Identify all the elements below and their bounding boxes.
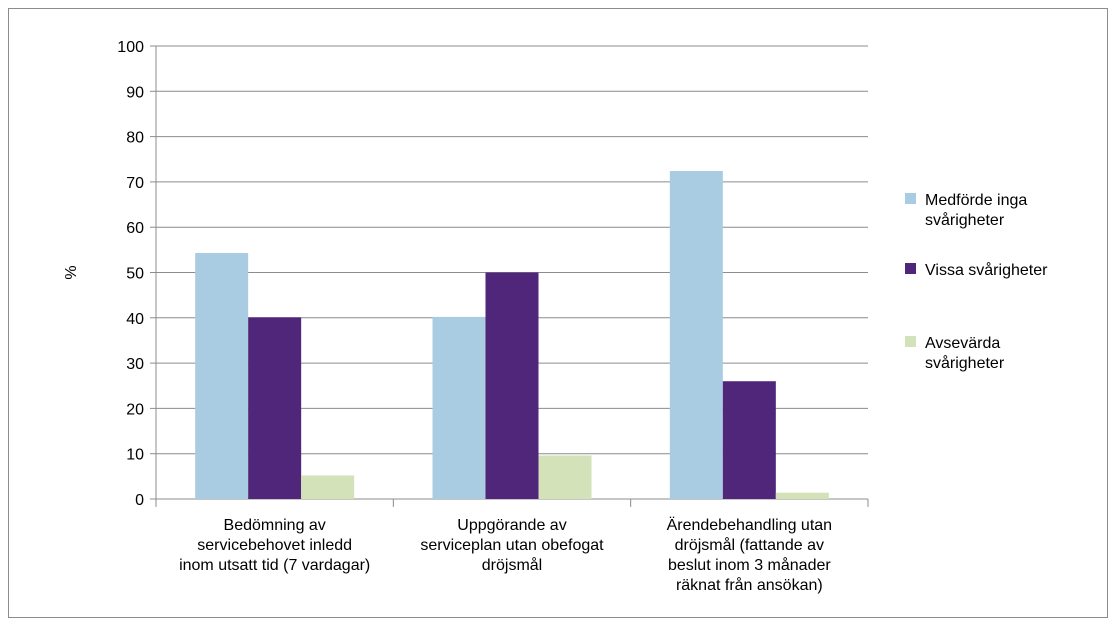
bar — [432, 316, 486, 499]
bar — [538, 455, 592, 499]
x-category-label-line: beslut inom 3 månader — [668, 556, 831, 574]
x-category-label-line: serviceplan utan obefogat — [420, 537, 604, 554]
legend-swatch — [905, 336, 916, 347]
x-category-label-line: dröjsmål (fattande av — [675, 536, 824, 554]
x-category-label-line: Ärendebehandling utan — [667, 516, 832, 534]
x-category-label: Ärendebehandling utan dröjsmål (fattande … — [667, 516, 832, 594]
y-tick-label: 60 — [126, 220, 144, 237]
bar — [195, 253, 249, 499]
chart-frame — [8, 8, 1108, 618]
y-tick-label: 50 — [126, 266, 144, 283]
x-category-label-line: inom utsatt tid (7 vardagar) — [179, 557, 370, 574]
legend-label-line: Vissa svårigheter — [925, 261, 1048, 279]
legend-label-line: Medförde inga — [925, 192, 1027, 209]
bar — [775, 492, 829, 499]
legend-label: Medförde inga svårigheter — [925, 192, 1027, 229]
y-tick-label: 10 — [126, 447, 144, 464]
y-tick-label: 90 — [126, 84, 144, 101]
x-category-label-line: räknat från ansökan) — [676, 576, 823, 594]
x-category-label-line: Bedömning av — [224, 517, 326, 534]
x-category-label: Bedömning av servicebehovet inledd inom ut… — [179, 517, 370, 574]
legend-swatch — [905, 263, 916, 274]
y-tick-label: 70 — [126, 175, 144, 192]
legend-label-line: svårigheter — [925, 211, 1005, 229]
y-tick-label: 20 — [126, 401, 144, 418]
bar — [301, 475, 355, 499]
x-category-label-line: dröjsmål — [482, 556, 542, 574]
x-category-label: Uppgörande av serviceplan utan obefogat dr… — [420, 517, 604, 574]
legend-label: Vissa svårigheter — [925, 261, 1048, 279]
bar — [248, 317, 302, 499]
y-axis-label: % — [63, 265, 80, 279]
y-tick-label: 100 — [117, 39, 144, 56]
legend-label: Avsevärda svårigheter — [925, 335, 1005, 372]
bar — [485, 272, 539, 499]
legend-label-line: svårigheter — [925, 354, 1005, 372]
y-tick-label: 80 — [126, 130, 144, 147]
bar — [722, 381, 776, 499]
y-tick-label: 30 — [126, 356, 144, 373]
x-category-label-line: servicebehovet inledd — [197, 537, 352, 554]
legend-label-line: Avsevärda — [925, 335, 1000, 352]
y-tick-label: 40 — [126, 311, 144, 328]
x-category-label-line: Uppgörande av — [457, 517, 566, 534]
y-tick-label: 0 — [135, 492, 144, 509]
legend-swatch — [905, 193, 916, 204]
bar — [669, 171, 723, 499]
